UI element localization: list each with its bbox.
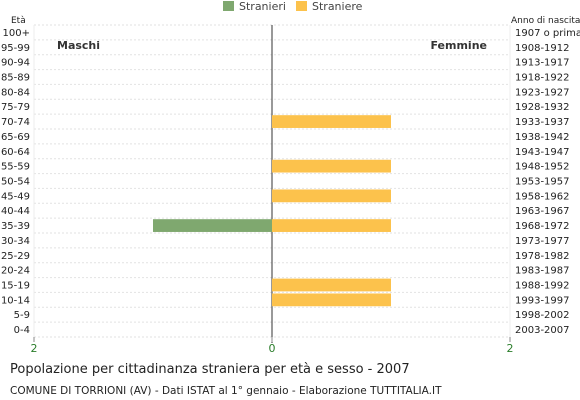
birth-year-tick-label: 1988-1992: [515, 281, 570, 292]
age-tick-label: 15-19: [1, 281, 30, 292]
age-tick-label: 95-99: [1, 43, 30, 54]
age-tick-label: 10-14: [1, 295, 30, 306]
age-tick-label: 100+: [3, 28, 30, 39]
age-tick-label: 50-54: [1, 177, 30, 188]
birth-year-tick-label: 1908-1912: [515, 43, 570, 54]
birth-year-tick-labels: 1907 o prima 1908-1912 1913-1917 1918-1922 1…: [515, 28, 580, 336]
bar-straniere-45-49: [272, 189, 391, 203]
bar-straniere-55-59: [272, 159, 391, 173]
birth-year-tick-label: 1923-1927: [515, 87, 570, 98]
birth-year-tick-label: 1993-1997: [515, 295, 570, 306]
age-tick-label: 0-4: [14, 325, 30, 336]
bar-straniere-70-74: [272, 115, 391, 128]
age-tick-label: 5-9: [14, 310, 30, 321]
y-left-axis-label: Età: [11, 16, 26, 26]
birth-year-tick-label: 1958-1962: [515, 191, 570, 202]
birth-year-tick-label: 1998-2002: [515, 310, 570, 321]
birth-year-tick-label: 1907 o prima: [515, 28, 580, 39]
males-label: Maschi: [57, 39, 100, 52]
x-tick-labels: 2 0 2: [31, 337, 514, 355]
birth-year-tick-label: 1978-1982: [515, 251, 570, 262]
age-tick-label: 40-44: [1, 206, 30, 217]
y-right-axis-label: Anno di nascita: [511, 16, 580, 26]
birth-year-tick-label: 1938-1942: [515, 132, 570, 143]
birth-year-tick-label: 1953-1957: [515, 177, 570, 188]
age-tick-label: 90-94: [1, 58, 30, 69]
age-tick-label: 65-69: [1, 132, 30, 143]
x-tick-label: 2: [507, 342, 514, 355]
birth-year-tick-label: 1948-1952: [515, 162, 570, 173]
age-tick-label: 20-24: [1, 266, 30, 277]
birth-year-tick-label: 2003-2007: [515, 325, 570, 336]
bar-straniere-35-39: [272, 219, 391, 232]
bars: [153, 115, 391, 307]
chart-title: Popolazione per cittadinanza straniera p…: [10, 362, 410, 377]
x-tick-label: 0: [269, 342, 276, 355]
birth-year-tick-label: 1933-1937: [515, 117, 570, 128]
birth-year-tick-label: 1973-1977: [515, 236, 570, 247]
birth-year-tick-label: 1928-1932: [515, 102, 570, 113]
legend-swatch: [223, 1, 234, 11]
birth-year-tick-label: 1918-1922: [515, 73, 570, 84]
bar-straniere-15-19: [272, 278, 391, 292]
birth-year-tick-label: 1963-1967: [515, 206, 570, 217]
birth-year-tick-label: 1943-1947: [515, 147, 570, 158]
age-tick-label: 60-64: [1, 147, 30, 158]
age-tick-label: 25-29: [1, 251, 30, 262]
age-tick-label: 85-89: [1, 73, 30, 84]
legend-item-stranieri: Stranieri: [223, 0, 286, 13]
age-tick-label: 75-79: [1, 102, 30, 113]
birth-year-tick-label: 1968-1972: [515, 221, 570, 232]
legend-label: Stranieri: [239, 0, 286, 13]
birth-year-tick-label: 1983-1987: [515, 266, 570, 277]
age-tick-label: 80-84: [1, 87, 30, 98]
birth-year-tick-label: 1913-1917: [515, 58, 570, 69]
age-tick-label: 70-74: [1, 117, 30, 128]
x-tick-label: 2: [31, 342, 38, 355]
legend-swatch: [296, 1, 307, 11]
females-label: Femmine: [430, 39, 487, 52]
legend-item-straniere: Straniere: [296, 0, 363, 13]
age-tick-label: 45-49: [1, 191, 30, 202]
age-tick-labels: 100+ 95-99 90-94 85-89 80-84 75-79 70-74 65-69 6…: [1, 28, 30, 336]
legend: Stranieri Straniere: [223, 0, 363, 13]
bar-stranieri-35-39: [153, 219, 272, 232]
chart-subtitle: COMUNE DI TORRIONI (AV) - Dati ISTAT al …: [10, 385, 442, 397]
bar-straniere-10-14: [272, 293, 391, 307]
age-tick-label: 30-34: [1, 236, 30, 247]
age-tick-label: 55-59: [1, 162, 30, 173]
age-tick-label: 35-39: [1, 221, 30, 232]
legend-label: Straniere: [312, 0, 363, 13]
